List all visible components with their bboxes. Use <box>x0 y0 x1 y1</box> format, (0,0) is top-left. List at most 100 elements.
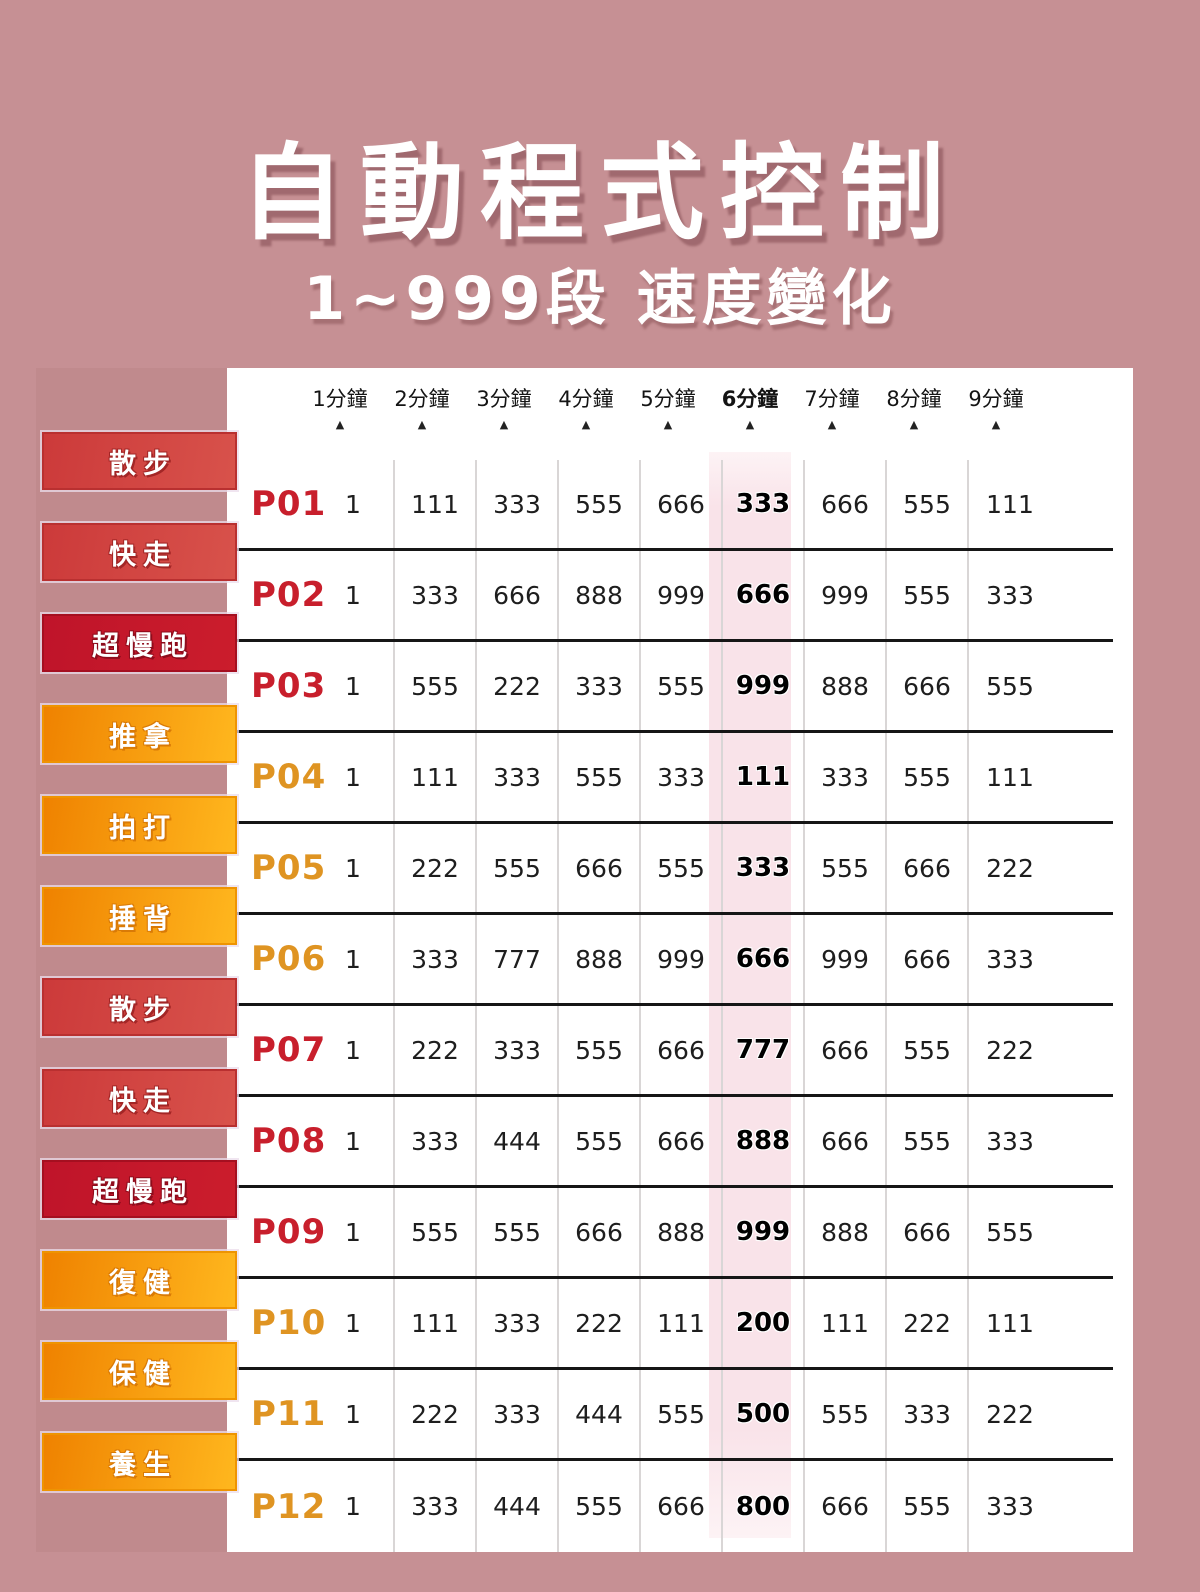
speed-value: 999 <box>805 551 887 639</box>
column-marker-icon: ▲ <box>827 418 837 431</box>
speed-value: 666 <box>559 1188 641 1276</box>
speed-value: 666 <box>805 1097 887 1185</box>
category-chip: 散步 <box>42 432 237 490</box>
speed-value: 999 <box>641 551 723 639</box>
program-row: P02 1 333 666 888 999 666 999 555 333 <box>237 551 1113 642</box>
program-row: P10 1 111 333 222 111 200 111 222 111 <box>237 1279 1113 1370</box>
minute-column: 7分鐘 ▲ <box>791 386 873 431</box>
minute-column: 4分鐘 ▲ <box>545 386 627 431</box>
speed-value: 888 <box>723 1097 805 1185</box>
speed-value: 333 <box>477 733 559 821</box>
minute-column-label: 3分鐘 <box>476 387 532 411</box>
minute-column-label: 2分鐘 <box>394 387 450 411</box>
speed-value: 222 <box>986 1399 1034 1429</box>
column-marker-icon: ▲ <box>335 418 345 431</box>
speed-value: 1 <box>313 1279 395 1367</box>
poster-title: 自動程式控制 <box>239 132 960 254</box>
speed-value: 222 <box>395 1370 477 1458</box>
program-row: P05 1 222 555 666 555 333 555 666 222 <box>237 824 1113 915</box>
speed-value: 111 <box>986 1308 1034 1338</box>
speed-value: 333 <box>395 915 477 1003</box>
speed-value: 555 <box>986 1217 1034 1247</box>
speed-value: 333 <box>395 1097 477 1185</box>
speed-value: 555 <box>887 551 969 639</box>
speed-value: 555 <box>887 733 969 821</box>
program-row: P12 1 333 444 555 666 800 666 555 333 <box>237 1461 1113 1552</box>
speed-value: 666 <box>641 1461 723 1552</box>
program-id: P09 <box>251 1212 327 1252</box>
speed-value: 666 <box>723 915 805 1003</box>
program-row: P04 1 111 333 555 333 111 333 555 111 <box>237 733 1113 824</box>
speed-value: 1 <box>313 915 395 1003</box>
speed-value: 555 <box>477 824 559 912</box>
speed-value: 555 <box>887 1461 969 1552</box>
program-row: P09 1 555 555 666 888 999 888 666 555 <box>237 1188 1113 1279</box>
speed-value: 333 <box>395 551 477 639</box>
speed-value: 555 <box>641 1370 723 1458</box>
speed-value: 111 <box>986 489 1034 519</box>
speed-value: 999 <box>723 1188 805 1276</box>
speed-value: 555 <box>986 671 1034 701</box>
program-row: P03 1 555 222 333 555 999 888 666 555 <box>237 642 1113 733</box>
speed-value: 666 <box>805 1006 887 1094</box>
speed-value: 111 <box>986 762 1034 792</box>
speed-value: 111 <box>395 1279 477 1367</box>
category-chip: 超慢跑 <box>42 614 237 672</box>
program-row: P08 1 333 444 555 666 888 666 555 333 <box>237 1097 1113 1188</box>
speed-value: 555 <box>559 1006 641 1094</box>
speed-value: 111 <box>723 733 805 821</box>
column-marker-icon: ▲ <box>499 418 509 431</box>
program-id: P12 <box>251 1486 327 1527</box>
category-chip: 推拿 <box>42 705 237 763</box>
speed-value: 333 <box>477 1006 559 1094</box>
minute-column-label: 4分鐘 <box>558 387 614 411</box>
table-rows: P01 1 111 333 555 666 333 666 555 111 P02 1 333 666 88… <box>237 460 1113 1552</box>
speed-value: 111 <box>395 460 477 548</box>
speed-value: 333 <box>805 733 887 821</box>
speed-value: 222 <box>986 853 1034 883</box>
speed-value: 111 <box>641 1279 723 1367</box>
program-id: P02 <box>251 575 327 615</box>
category-chip: 快走 <box>42 523 237 581</box>
speed-value: 333 <box>986 1126 1034 1156</box>
speed-value: 222 <box>395 1006 477 1094</box>
program-row: P01 1 111 333 555 666 333 666 555 111 <box>237 460 1113 551</box>
speed-value: 555 <box>559 733 641 821</box>
speed-value: 999 <box>723 642 805 730</box>
program-id: P10 <box>251 1303 327 1343</box>
speed-value: 666 <box>477 551 559 639</box>
program-id: P03 <box>251 666 327 706</box>
program-table-card: 1分鐘 ▲ 2分鐘 ▲ 3分鐘 ▲ 4分鐘 ▲ 5分鐘 ▲ 6分鐘 ▲ 7分鐘 ▲ 8分鐘 ▲ 9分鐘 ▲ P01… <box>227 368 1133 1552</box>
speed-value: 1 <box>313 642 395 730</box>
column-marker-icon: ▲ <box>991 418 1001 431</box>
program-row: P06 1 333 777 888 999 666 999 666 333 <box>237 915 1113 1006</box>
speed-value: 666 <box>559 824 641 912</box>
program-id: P11 <box>251 1394 327 1434</box>
speed-value: 111 <box>395 733 477 821</box>
poster-subtitle: 1~999段 速度變化 <box>303 264 897 334</box>
speed-value: 333 <box>986 1492 1034 1521</box>
speed-value: 500 <box>723 1370 805 1458</box>
speed-value: 666 <box>887 642 969 730</box>
speed-value: 1 <box>313 1188 395 1276</box>
speed-value: 777 <box>723 1006 805 1094</box>
column-marker-icon: ▲ <box>417 418 427 431</box>
speed-value: 555 <box>395 1188 477 1276</box>
speed-value: 444 <box>477 1461 559 1552</box>
speed-value: 555 <box>641 824 723 912</box>
speed-value: 333 <box>395 1461 477 1552</box>
speed-value: 200 <box>723 1279 805 1367</box>
speed-value: 555 <box>805 1370 887 1458</box>
program-row: P11 1 222 333 444 555 500 555 333 222 <box>237 1370 1113 1461</box>
speed-value: 888 <box>559 551 641 639</box>
speed-value: 555 <box>887 1097 969 1185</box>
speed-value: 333 <box>477 1370 559 1458</box>
minute-column: 6分鐘 ▲ <box>709 386 791 431</box>
column-marker-icon: ▲ <box>745 418 755 431</box>
speed-value: 666 <box>641 460 723 548</box>
speed-value: 333 <box>723 824 805 912</box>
program-id: P05 <box>251 848 327 888</box>
speed-value: 666 <box>641 1006 723 1094</box>
speed-value: 666 <box>887 915 969 1003</box>
minute-column-label: 8分鐘 <box>886 387 942 411</box>
